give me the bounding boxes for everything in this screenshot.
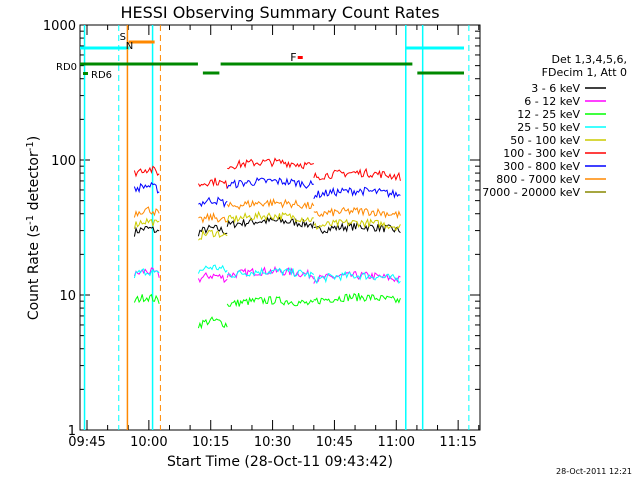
series-group xyxy=(133,157,401,330)
series-line-800-7000-kev xyxy=(133,206,160,218)
y-tick-label: 100 xyxy=(51,154,76,169)
series-line-6-12-kev xyxy=(197,272,228,284)
series-line-25-50-kev xyxy=(197,264,228,274)
x-tick-label: 10:15 xyxy=(192,435,229,450)
series-line-100-300-kev xyxy=(313,167,401,182)
x-tick-label: 11:00 xyxy=(378,435,415,450)
series-line-25-50-kev xyxy=(133,268,160,279)
chart-title: HESSI Observing Summary Count Rates xyxy=(120,3,439,22)
series-line-50-100-kev xyxy=(226,210,314,224)
series-line-12-25-kev xyxy=(197,316,228,330)
rd6-flag xyxy=(83,72,88,75)
x-axis: 09:45 10:00 10:15 10:30 10:45 11:00 11:15 xyxy=(68,25,480,450)
legend-label-100-300-kev: 100 - 300 keV xyxy=(503,147,580,160)
y-tick-label: 1 xyxy=(68,424,76,439)
series-line-3-6-kev xyxy=(133,225,160,237)
legend-label-12-25-kev: 12 - 25 keV xyxy=(517,108,580,121)
series-line-100-300-kev xyxy=(133,165,160,178)
n-marker-label: N xyxy=(126,41,133,52)
rd0-label: RD0 xyxy=(56,62,77,73)
series-line-3-6-kev xyxy=(226,216,315,230)
series-line-100-300-kev xyxy=(227,157,314,170)
footer-timestamp: 28-Oct-2011 12:21 xyxy=(556,467,632,476)
series-line-50-100-kev xyxy=(133,217,160,229)
legend-label-300-800-kev: 300 - 800 keV xyxy=(503,160,580,173)
series-line-25-50-kev xyxy=(313,270,401,285)
series-line-12-25-kev xyxy=(313,292,401,305)
y-axis-label: Count Rate (s-1 detector-1) xyxy=(25,136,42,320)
plot-frame xyxy=(79,24,481,431)
y-axis: 1 10 100 1000 xyxy=(43,19,480,439)
legend-header-line-1: Det 1,3,4,5,6, xyxy=(551,53,627,66)
flare-flag xyxy=(297,56,303,59)
series-line-300-800-kev xyxy=(313,186,401,200)
y-tick-label: 10 xyxy=(59,289,76,304)
legend-label-3-6-kev: 3 - 6 keV xyxy=(531,82,580,95)
series-line-50-100-kev xyxy=(198,229,228,241)
series-line-100-300-kev xyxy=(197,177,228,189)
rd6-label: RD6 xyxy=(91,70,112,81)
series-line-12-25-kev xyxy=(133,293,160,304)
series-line-6-12-kev xyxy=(133,267,160,278)
x-axis-label: Start Time (28-Oct-11 09:43:42) xyxy=(167,454,393,470)
series-line-25-50-kev xyxy=(226,266,315,279)
legend-label-25-50-kev: 25 - 50 keV xyxy=(517,121,580,134)
x-tick-label: 09:45 xyxy=(68,435,105,450)
x-tick-label: 10:45 xyxy=(316,435,353,450)
series-line-3-6-kev xyxy=(197,224,228,237)
legend: Det 1,3,4,5,6, FDecim 1, Att 0 3 - 6 keV… xyxy=(482,53,627,199)
series-line-6-12-kev xyxy=(226,265,315,280)
observing-flags: RD0 RD6 SN F xyxy=(56,25,470,430)
legend-label-6-12-kev: 6 - 12 keV xyxy=(524,95,580,108)
x-tick-label: 10:30 xyxy=(254,435,291,450)
series-line-300-800-kev xyxy=(198,196,228,209)
legend-label-50-100-kev: 50 - 100 keV xyxy=(510,134,580,147)
y-tick-label: 1000 xyxy=(43,19,76,34)
series-line-3-6-kev xyxy=(313,221,401,235)
x-tick-label: 11:15 xyxy=(439,435,476,450)
series-line-50-100-kev xyxy=(313,218,401,232)
series-line-300-800-kev xyxy=(226,176,314,189)
series-line-300-800-kev xyxy=(133,181,160,194)
legend-label-800-7000-kev: 800 - 7000 keV xyxy=(496,173,580,186)
series-line-800-7000-kev xyxy=(226,197,315,210)
s-marker-label: S xyxy=(120,32,126,43)
legend-header-line-2: FDecim 1, Att 0 xyxy=(542,66,627,79)
x-tick-label: 10:00 xyxy=(130,435,167,450)
series-line-800-7000-kev xyxy=(313,206,401,220)
series-line-800-7000-kev xyxy=(198,211,228,224)
legend-label-7000-20000-kev: 7000 - 20000 keV xyxy=(482,186,580,199)
series-line-12-25-kev xyxy=(226,296,315,308)
f-marker-label: F xyxy=(290,51,296,64)
